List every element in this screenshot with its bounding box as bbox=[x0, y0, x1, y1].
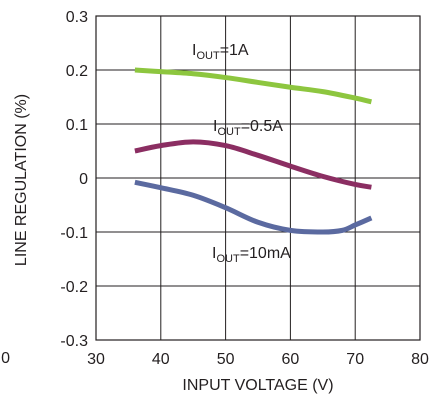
series-line-2 bbox=[134, 179, 373, 235]
annotation-10ma: IOUT=10mA bbox=[212, 245, 291, 265]
annotation-1a-sub: OUT bbox=[196, 50, 220, 62]
x-tick-label: 80 bbox=[411, 351, 429, 368]
plot-frame bbox=[95, 15, 421, 341]
x-tick-label: 70 bbox=[346, 351, 364, 368]
series-layer bbox=[134, 67, 373, 235]
y-tick-label: -0.2 bbox=[60, 279, 88, 296]
y-tick-label: 0.3 bbox=[66, 9, 88, 26]
x-tick-label: 50 bbox=[217, 351, 235, 368]
y-tick-label: 0.1 bbox=[66, 117, 88, 134]
series-line-0 bbox=[134, 67, 372, 105]
x-axis-title: INPUT VOLTAGE (V) bbox=[182, 377, 333, 394]
y-tick-label: -0.1 bbox=[60, 225, 88, 242]
y-tick-label: 0.2 bbox=[66, 63, 88, 80]
y-axis-title: LINE REGULATION (%) bbox=[13, 94, 30, 266]
annotation-05a-rest: =0.5A bbox=[241, 118, 284, 135]
x-tick-label: 30 bbox=[87, 351, 105, 368]
x-tick-label: 40 bbox=[152, 351, 170, 368]
series-line-1 bbox=[134, 139, 372, 190]
annotation-10ma-i: I bbox=[212, 245, 216, 262]
annotation-1a-rest: =1A bbox=[220, 42, 249, 59]
annotation-10ma-sub: OUT bbox=[216, 253, 240, 265]
annotation-10ma-rest: =10mA bbox=[240, 245, 291, 262]
y-tick-label: -0.3 bbox=[60, 333, 88, 350]
annotations: IOUT=1A IOUT=0.5A IOUT=10mA bbox=[192, 42, 291, 265]
grid bbox=[96, 16, 420, 340]
annotation-1a-i: I bbox=[192, 42, 196, 59]
annotation-1a: IOUT=1A bbox=[192, 42, 249, 62]
y-tick-label: 0 bbox=[79, 171, 88, 188]
annotation-05a-i: I bbox=[213, 118, 217, 135]
ticks-layer: 30 40 50 60 70 80 0.3 0.2 0.1 0 -0.1 -0.2 -0.3 bbox=[60, 9, 429, 368]
annotation-05a-sub: OUT bbox=[217, 126, 241, 138]
annotation-05a: IOUT=0.5A bbox=[213, 118, 283, 138]
x-tick-label: 60 bbox=[282, 351, 300, 368]
stray-tick-label: 0 bbox=[1, 350, 10, 367]
